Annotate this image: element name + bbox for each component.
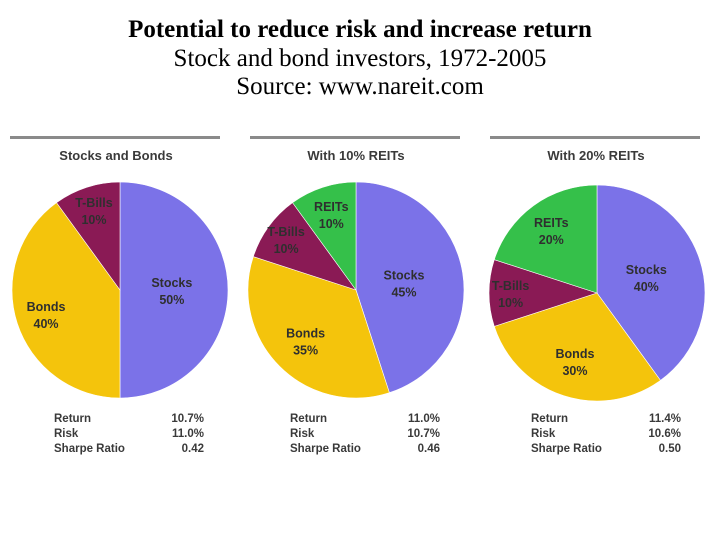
stat-label: Sharpe Ratio — [531, 443, 602, 455]
slice-label-stocks: Stocks 45% — [384, 268, 425, 299]
stats-table: Return 11.4% Risk 10.6% Sharpe Ratio 0.50 — [531, 413, 681, 458]
stat-value: 0.42 — [181, 443, 204, 455]
slice-label-t-bills: T-Bills 10% — [267, 225, 305, 256]
slice-label-reits: REITs 20% — [534, 216, 569, 247]
slice-label-stocks: Stocks 50% — [151, 276, 192, 307]
panel-divider — [250, 136, 460, 139]
stat-value: 0.50 — [658, 443, 681, 455]
chart-title: Potential to reduce risk and increase re… — [128, 16, 592, 43]
pie-panel-with-10-reits: With 10% REITs Stocks 45% Bonds 35% T-Bills 10… — [244, 130, 484, 470]
stat-label: Return — [54, 413, 92, 425]
pie-slice-reits — [493, 184, 598, 294]
stat-value: 10.7% — [171, 413, 204, 425]
stat-label: Sharpe Ratio — [290, 443, 361, 455]
pie-slice-stocks — [119, 181, 229, 399]
pie-slice-stocks — [355, 181, 465, 394]
stat-value: 10.6% — [648, 428, 681, 440]
stat-label: Risk — [290, 428, 315, 440]
stat-value: 11.0% — [172, 428, 204, 440]
stat-row-return: Return 10.7% — [54, 413, 204, 428]
stat-value: 10.7% — [407, 428, 440, 440]
pie-slice-bonds — [11, 202, 121, 399]
pie-slice-reits — [292, 181, 357, 291]
slice-label-stocks: Stocks 40% — [626, 263, 667, 294]
pie-title: With 20% REITs — [547, 148, 645, 163]
stat-label: Return — [531, 413, 569, 425]
stat-row-risk: Risk 11.0% — [54, 428, 204, 443]
pie-panel-with-20-reits: With 20% REITs Stocks 40% Bonds 30% T-Bills 10… — [484, 130, 720, 470]
stat-row-sharpe-ratio: Sharpe Ratio 0.42 — [54, 443, 204, 458]
slice-label-bonds: Bonds 35% — [286, 326, 325, 357]
slice-label-t-bills: T-Bills 10% — [75, 196, 113, 227]
stat-value: 11.0% — [408, 413, 440, 425]
chart-source: Source: www.nareit.com — [236, 73, 484, 100]
stat-label: Risk — [54, 428, 79, 440]
stat-label: Sharpe Ratio — [54, 443, 125, 455]
stat-label: Risk — [531, 428, 556, 440]
pie-slice-bonds — [247, 256, 390, 399]
stat-row-sharpe-ratio: Sharpe Ratio 0.50 — [531, 443, 681, 458]
pie-panel-stocks-and-bonds: Stocks and Bonds Stocks 50% Bonds 40% T-Bills… — [4, 130, 244, 470]
slice-label-bonds: Bonds 30% — [556, 347, 595, 378]
slice-label-t-bills: T-Bills 10% — [492, 279, 530, 310]
chart-subtitle: Stock and bond investors, 1972-2005 — [173, 45, 547, 72]
stats-table: Return 10.7% Risk 11.0% Sharpe Ratio 0.42 — [54, 413, 204, 458]
stat-row-return: Return 11.4% — [531, 413, 681, 428]
title-block: Potential to reduce risk and increase re… — [0, 14, 720, 101]
slice-label-bonds: Bonds 40% — [27, 300, 66, 331]
pie-title: With 10% REITs — [307, 148, 405, 163]
stat-value: 0.46 — [417, 443, 440, 455]
stat-row-risk: Risk 10.7% — [290, 428, 440, 443]
stat-value: 11.4% — [649, 413, 681, 425]
pie-slice-stocks — [596, 184, 706, 381]
pie-slice-t-bills — [56, 181, 121, 291]
slice-label-reits: REITs 10% — [314, 200, 349, 231]
pie-slice-bonds — [493, 292, 661, 402]
stat-label: Return — [290, 413, 328, 425]
stats-table: Return 11.0% Risk 10.7% Sharpe Ratio 0.46 — [290, 413, 440, 458]
stat-row-return: Return 11.0% — [290, 413, 440, 428]
stat-row-risk: Risk 10.6% — [531, 428, 681, 443]
panel-divider — [490, 136, 700, 139]
panel-divider — [10, 136, 220, 139]
stat-row-sharpe-ratio: Sharpe Ratio 0.46 — [290, 443, 440, 458]
pie-svg: Stocks 50% Bonds 40% T-Bills 10% — [11, 181, 229, 399]
pie-charts: Stocks and Bonds Stocks 50% Bonds 40% T-Bills… — [0, 130, 720, 470]
pie-svg: Stocks 40% Bonds 30% T-Bills 10% REITs 20% — [488, 184, 706, 402]
pie-svg: Stocks 45% Bonds 35% T-Bills 10% REITs 10% — [247, 181, 465, 399]
pie-title: Stocks and Bonds — [59, 148, 173, 163]
